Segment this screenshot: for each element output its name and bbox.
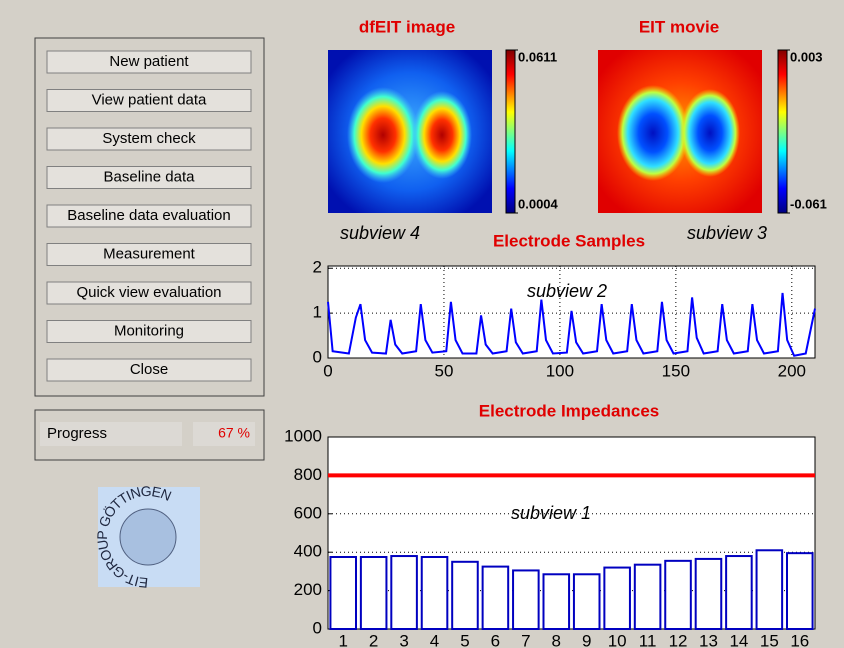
dfeit-image: [328, 50, 492, 213]
bar: [574, 574, 600, 629]
y-tick-label: 400: [294, 542, 322, 561]
x-tick-label: 7: [521, 631, 530, 648]
x-tick-label: 12: [669, 631, 688, 648]
y-tick-label: 800: [294, 465, 322, 484]
button-label: Close: [130, 361, 168, 378]
colorbar-label: -0.061: [790, 196, 827, 211]
button[interactable]: System check: [47, 128, 251, 150]
bar: [513, 570, 539, 629]
app-window: New patient View patient data System check…: [0, 0, 844, 648]
y-tick-label: 2: [313, 258, 322, 277]
x-tick-label: 16: [790, 631, 809, 648]
bar: [787, 553, 813, 629]
button[interactable]: View patient data: [47, 90, 251, 112]
logo-emblem: [120, 509, 176, 565]
button-label: Monitoring: [114, 322, 184, 339]
x-tick-label: 8: [552, 631, 561, 648]
bar: [635, 565, 661, 629]
bar: [696, 559, 722, 629]
bar: [452, 562, 478, 629]
button[interactable]: Baseline data: [47, 167, 251, 189]
x-tick-label: 4: [430, 631, 439, 648]
x-tick-label: 15: [760, 631, 779, 648]
bar: [361, 557, 387, 629]
button-list: New patient View patient data System check…: [47, 51, 251, 381]
button[interactable]: Monitoring: [47, 321, 251, 343]
button-label: Measurement: [103, 245, 196, 262]
x-tick-label: 150: [662, 361, 690, 380]
bar: [391, 556, 417, 629]
annotation: subview 3: [687, 223, 767, 243]
y-tick-label: 0: [313, 618, 322, 637]
x-tick-label: 2: [369, 631, 378, 648]
button-label: Quick view evaluation: [76, 284, 221, 301]
x-tick-label: 0: [323, 361, 332, 380]
bar: [422, 557, 448, 629]
x-tick-label: 13: [699, 631, 718, 648]
x-tick-label: 5: [460, 631, 469, 648]
annotation: subview 1: [511, 503, 591, 523]
eit-movie-image: [598, 50, 762, 213]
x-tick-label: 50: [434, 361, 453, 380]
bar: [543, 574, 569, 629]
button-label: Baseline data evaluation: [67, 207, 230, 224]
button-label: View patient data: [92, 91, 207, 108]
button-label: New patient: [109, 53, 189, 70]
bar: [604, 568, 630, 629]
page: New patient View patient data System check…: [0, 0, 844, 648]
x-tick-label: 6: [491, 631, 500, 648]
button-label: System check: [102, 130, 196, 147]
x-tick-label: 9: [582, 631, 591, 648]
colorbar-label: 0.0004: [518, 196, 559, 211]
y-tick-label: 600: [294, 503, 322, 522]
chart-title: Electrode Samples: [493, 231, 645, 250]
bar: [330, 557, 356, 629]
button[interactable]: Quick view evaluation: [47, 282, 251, 304]
x-tick-label: 1: [338, 631, 347, 648]
x-tick-label: 10: [608, 631, 627, 648]
button-label: Baseline data: [104, 168, 196, 185]
y-tick-label: 1000: [284, 426, 322, 445]
annotation: subview 4: [340, 223, 420, 243]
x-tick-label: 14: [729, 631, 748, 648]
button[interactable]: Measurement: [47, 244, 251, 266]
x-tick-label: 100: [546, 361, 574, 380]
colorbar: [778, 50, 787, 213]
x-tick-label: 200: [778, 361, 806, 380]
bar: [665, 561, 691, 629]
x-tick-label: 3: [399, 631, 408, 648]
button[interactable]: New patient: [47, 51, 251, 73]
button[interactable]: Baseline data evaluation: [47, 205, 251, 227]
colorbar: [506, 50, 515, 213]
chart-title: dfEIT image: [359, 17, 455, 36]
chart-title: Electrode Impedances: [479, 401, 659, 420]
progress-value: 67 %: [218, 425, 250, 441]
chart-title: EIT movie: [639, 17, 719, 36]
colorbar-label: 0.0611: [518, 49, 557, 64]
x-tick-label: 11: [639, 631, 657, 648]
button[interactable]: Close: [47, 359, 251, 381]
bar: [483, 567, 509, 629]
y-tick-label: 0: [313, 347, 322, 366]
progress-label: Progress: [47, 425, 107, 442]
bar: [757, 550, 783, 629]
colorbar-label: 0.003: [790, 49, 823, 64]
y-tick-label: 1: [313, 303, 322, 322]
annotation: subview 2: [527, 281, 607, 301]
y-tick-label: 200: [294, 580, 322, 599]
bar: [726, 556, 752, 629]
